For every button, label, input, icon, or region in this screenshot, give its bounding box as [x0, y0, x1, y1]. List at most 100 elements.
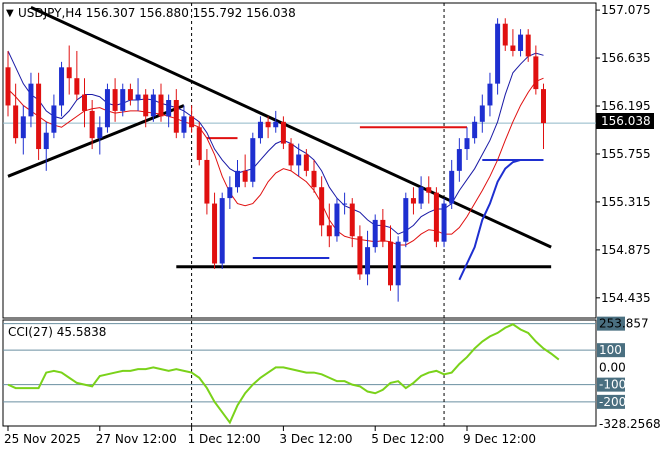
candle-body [242, 170, 248, 182]
price-tick-label: 157.075 [601, 3, 651, 17]
candle-body [235, 170, 240, 188]
candle-body [28, 83, 34, 117]
candle-body [43, 132, 49, 150]
candle-body [112, 89, 118, 111]
cci-panel [2, 319, 597, 427]
candle-body [166, 100, 172, 117]
candle-body [219, 198, 225, 264]
candle-body [127, 89, 133, 101]
slow-ma-line [7, 77, 544, 246]
candle-body [135, 94, 141, 101]
candle-body [89, 110, 95, 139]
x-tick-label: 27 Nov 12:00 [96, 432, 177, 446]
cci-tick-label: -100 [599, 378, 626, 392]
trendline[interactable] [30, 5, 552, 249]
candle-body [20, 116, 26, 139]
candle-body [158, 94, 164, 117]
candle-body [426, 187, 432, 193]
candle-body [479, 105, 485, 122]
price-tick-label: 154.435 [601, 291, 651, 305]
candle-body [334, 203, 340, 237]
candle-body [349, 203, 355, 237]
x-tick-label: 1 Dec 12:00 [188, 432, 261, 446]
cci-level-box [597, 377, 625, 392]
candle-body [418, 187, 424, 204]
candle-body [464, 138, 470, 150]
candle-body [303, 154, 309, 171]
candle-body [82, 94, 87, 111]
candle-body [541, 89, 546, 124]
candle-body [59, 67, 65, 106]
candle-body [410, 198, 416, 204]
candle-body [502, 23, 508, 46]
candle-body [433, 192, 439, 242]
candle-body [13, 105, 19, 139]
candle-body [441, 203, 447, 242]
candle-body [326, 225, 332, 237]
candle-body [250, 138, 256, 182]
candle-body [273, 121, 279, 128]
price-tick-label: 155.315 [601, 195, 651, 209]
candle-body [518, 34, 524, 51]
candle-body [5, 67, 11, 106]
candle-body [97, 127, 103, 139]
price-tick-label: 156.195 [601, 99, 651, 113]
candle-body [365, 247, 371, 275]
candle-body [143, 94, 149, 117]
cci-tick-label: 100 [599, 343, 622, 357]
candle-body [51, 105, 57, 133]
price-tick-label: 156.635 [601, 51, 651, 65]
candle-body [380, 219, 386, 242]
cci-tick-label: -200 [599, 395, 626, 409]
cci-level-box [597, 394, 625, 409]
candle-body [189, 116, 195, 128]
cci-tick-label: 0.00 [599, 360, 626, 374]
candle-body [66, 67, 72, 79]
candle-body [265, 121, 271, 128]
candle-body [388, 241, 393, 286]
candle-body [36, 83, 42, 150]
current-price-box [596, 113, 654, 129]
trendline[interactable] [7, 104, 185, 178]
price-tick-label: 154.875 [601, 243, 651, 257]
candle-body [525, 34, 531, 57]
candle-body [372, 219, 378, 248]
candle-body [257, 121, 263, 139]
candle-body [510, 45, 516, 51]
cci-label: CCI(27) 45.5838 [8, 325, 106, 339]
x-tick-label: 3 Dec 12:00 [279, 432, 352, 446]
candle-body [472, 121, 478, 139]
candle-body [449, 170, 455, 204]
candle-body [403, 198, 409, 242]
candle-body [104, 89, 110, 128]
symbol-arrow-icon: ▼ [6, 8, 14, 19]
ohlc-header: USDJPY,H4 156.307 156.880 155.792 156.03… [18, 6, 296, 20]
candle-body [487, 83, 493, 106]
candle-body [204, 159, 210, 204]
x-tick-label: 9 Dec 12:00 [463, 432, 536, 446]
candle-body [456, 149, 462, 171]
cci-tick-label: -328.2568 [599, 417, 660, 431]
current-price-label: 156.038 [601, 114, 651, 128]
candle-body [120, 89, 126, 111]
x-tick-label: 25 Nov 2025 [4, 432, 81, 446]
cci-level-box [597, 316, 625, 331]
x-tick-label: 5 Dec 12:00 [371, 432, 444, 446]
candle-body [280, 121, 286, 144]
candle-body [196, 127, 202, 160]
cci-tick-label: 253.857 [599, 317, 649, 331]
candle-body [311, 170, 317, 188]
candle-body [288, 143, 294, 166]
candle-body [342, 203, 348, 205]
candle-body [181, 116, 187, 133]
candle-body [357, 236, 363, 275]
candle-body [296, 154, 302, 166]
candle-body [212, 203, 218, 264]
candle-body [150, 94, 156, 117]
candle-body [173, 100, 179, 133]
candle-body [495, 23, 501, 84]
candle-body [533, 56, 539, 90]
price-tick-label: 155.755 [601, 147, 651, 161]
cci-level-box [597, 343, 625, 358]
